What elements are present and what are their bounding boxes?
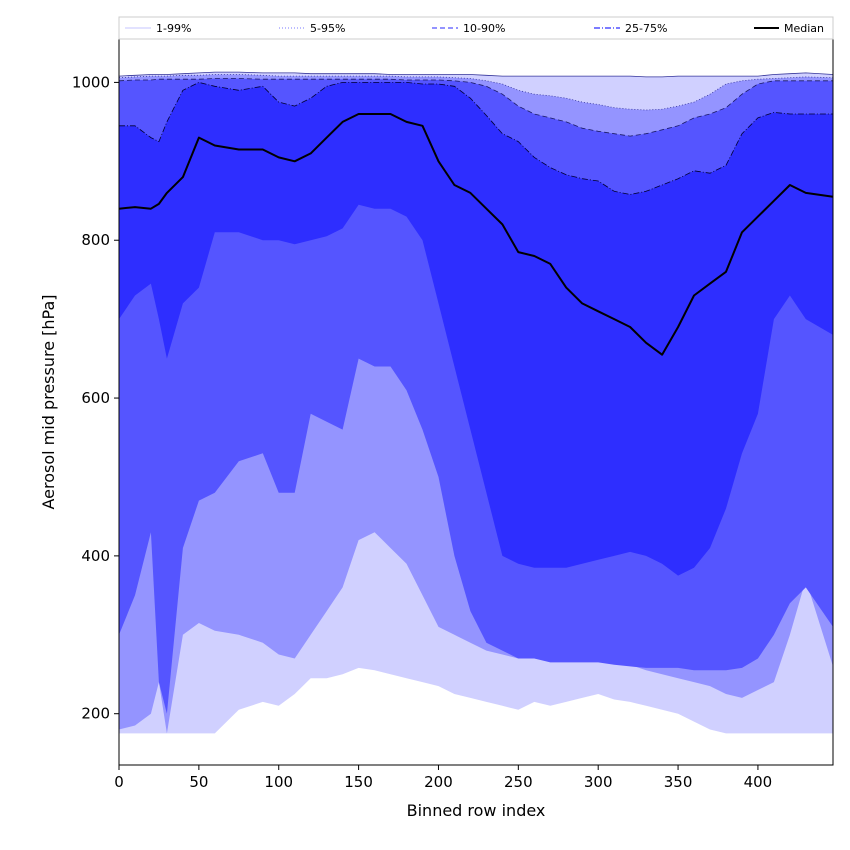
x-axis-ticks: 0 50 100 150 200 250 300 350 400	[114, 765, 772, 791]
y-tick-label: 800	[81, 231, 110, 249]
x-tick-label: 100	[264, 773, 293, 791]
y-tick-label: 200	[81, 705, 110, 723]
x-tick-label: 300	[584, 773, 613, 791]
legend-label-10-90%: 10-90%	[463, 22, 505, 35]
y-axis-label: Aerosol mid pressure [hPa]	[39, 294, 58, 509]
x-tick-label: 350	[664, 773, 693, 791]
band-upper-edge-5-95%	[118, 74, 834, 111]
x-tick-label: 150	[344, 773, 373, 791]
median-line	[118, 113, 834, 356]
legend-label-Median: Median	[784, 22, 824, 35]
x-tick-label: 200	[424, 773, 453, 791]
legend-label-5-95%: 5-95%	[310, 22, 345, 35]
legend-box	[118, 16, 834, 40]
x-axis-label: Binned row index	[407, 801, 546, 820]
x-tick-label: 400	[744, 773, 773, 791]
y-tick-label: 400	[81, 547, 110, 565]
x-tick-label: 250	[504, 773, 533, 791]
band-areas	[118, 71, 834, 734]
band-upper-edge-25-75%	[119, 81, 833, 195]
band-upper-edge-10-90%	[118, 78, 833, 137]
y-tick-label: 1000	[72, 73, 110, 91]
legend-label-1-99%: 1-99%	[156, 22, 191, 35]
band-area-25-75%	[119, 82, 833, 576]
legend-label-25-75%: 25-75%	[625, 22, 667, 35]
legend: 1-99% 5-95% 10-90% 25-75% Median	[118, 16, 834, 40]
y-tick-label: 600	[81, 389, 110, 407]
x-tick-label: 50	[189, 773, 208, 791]
x-tick-label: 0	[114, 773, 124, 791]
band-upper-edge-1-99%	[118, 71, 834, 78]
y-axis-ticks: 200 400 600 800 1000	[72, 73, 119, 723]
median-series	[118, 113, 834, 356]
